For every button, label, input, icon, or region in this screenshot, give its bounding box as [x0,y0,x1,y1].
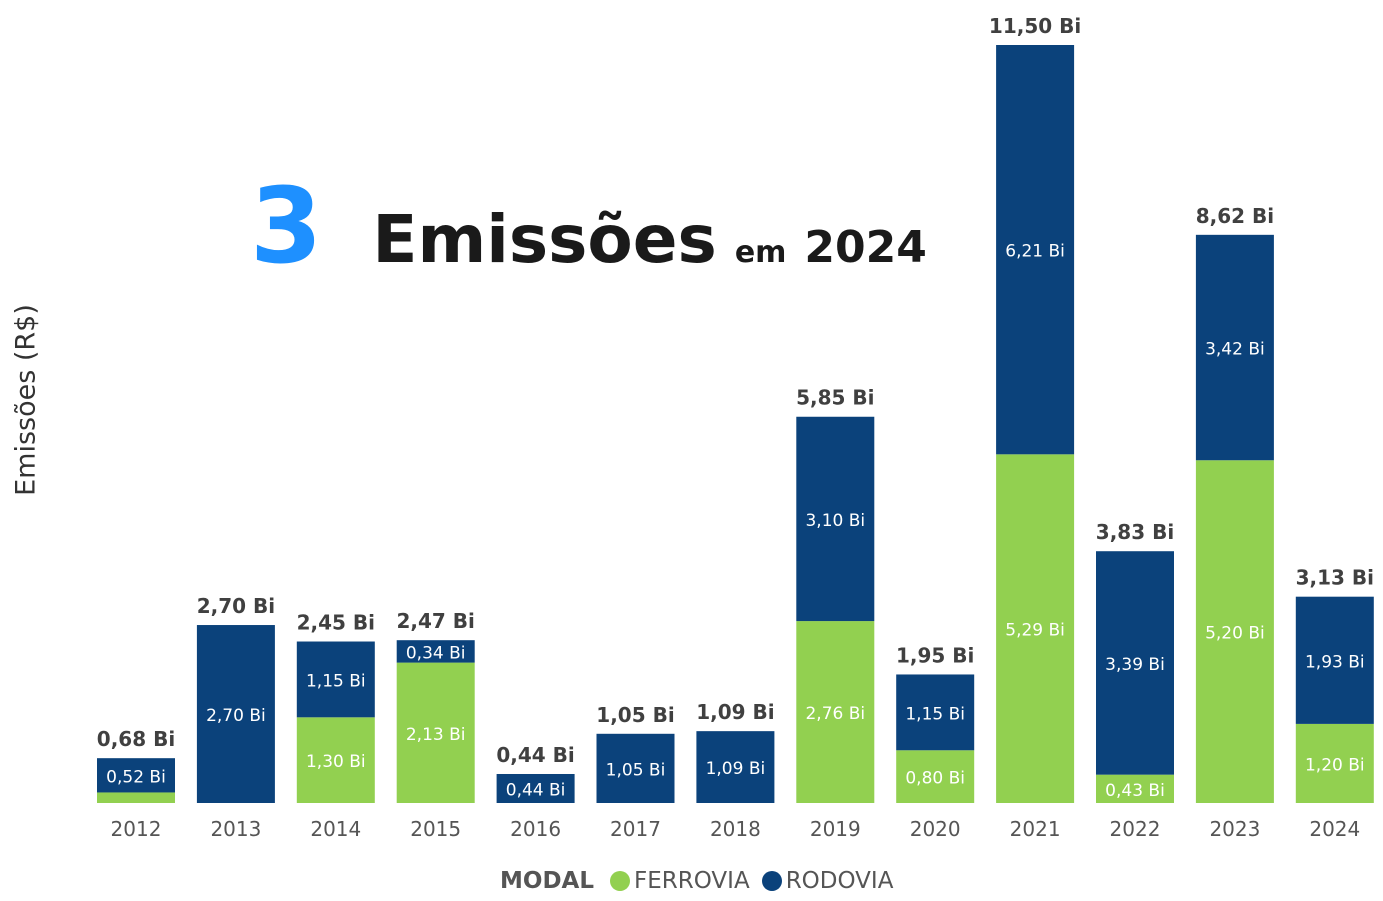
x-tick-label-2022: 2022 [1110,817,1161,841]
data-label-ferrovia-2014: 1,30 Bi [306,752,366,772]
legend: MODAL FERROVIA RODOVIA [500,868,905,894]
bar-segment-rodovia-2022 [1096,551,1174,775]
bar-segment-rodovia-2023 [1195,234,1274,461]
total-label-2018: 1,09 Bi [696,700,774,724]
total-label-2019: 5,85 Bi [796,386,874,410]
data-label-rodovia-2018: 1,09 Bi [706,759,766,779]
total-label-2014: 2,45 Bi [297,611,375,635]
data-label-rodovia-2013: 2,70 Bi [206,706,266,726]
x-tick-label-2014: 2014 [310,817,361,841]
total-label-2023: 8,62 Bi [1196,204,1274,228]
data-label-rodovia-2012: 0,52 Bi [106,767,166,787]
bar-segment-ferrovia-2012 [97,792,175,803]
bar-segment-ferrovia-2019 [796,621,875,803]
bar-segment-rodovia-2017 [596,733,675,803]
legend-title: MODAL [500,868,594,894]
headline-count: 3 [250,165,323,287]
data-label-rodovia-2014: 1,15 Bi [306,671,366,691]
total-label-2016: 0,44 Bi [496,743,574,767]
data-label-rodovia-2016: 0,44 Bi [506,780,566,800]
x-tick-label-2021: 2021 [1010,817,1061,841]
bar-segment-ferrovia-2021 [996,454,1075,803]
x-tick-label-2013: 2013 [210,817,261,841]
bar-segment-ferrovia-2020 [896,750,975,803]
bar-segment-ferrovia-2015 [396,662,475,803]
total-label-2015: 2,47 Bi [396,609,474,633]
total-label-2017: 1,05 Bi [596,703,674,727]
bar-segment-rodovia-2013 [196,625,275,803]
x-tick-label-2023: 2023 [1209,817,1260,841]
data-label-ferrovia-2023: 5,20 Bi [1205,624,1265,644]
bar-segment-rodovia-2020 [896,674,975,751]
bar-segment-rodovia-2019 [796,416,875,622]
data-label-rodovia-2015: 0,34 Bi [406,643,466,663]
x-tick-label-2015: 2015 [410,817,461,841]
bar-segment-rodovia-2012 [97,758,175,793]
total-label-2013: 2,70 Bi [197,594,275,618]
legend-item-rodovia[interactable]: RODOVIA [761,868,894,894]
legend-label-ferrovia: FERROVIA [634,868,750,894]
headline: 3 Emissões em 2024 [250,165,927,295]
data-label-rodovia-2024: 1,93 Bi [1305,652,1365,672]
bar-segment-rodovia-2018 [696,731,775,803]
data-label-rodovia-2021: 6,21 Bi [1005,242,1065,262]
bar-segment-rodovia-2014 [296,641,375,718]
bar-segment-ferrovia-2022 [1096,774,1174,803]
bar-segment-rodovia-2015 [396,640,475,663]
total-label-2024: 3,13 Bi [1296,566,1374,590]
data-label-ferrovia-2019: 2,76 Bi [805,704,865,724]
data-label-rodovia-2019: 3,10 Bi [805,511,865,531]
x-tick-label-2018: 2018 [710,817,761,841]
x-tick-label-2024: 2024 [1309,817,1360,841]
x-tick-label-2019: 2019 [810,817,861,841]
bar-segment-ferrovia-2023 [1195,460,1274,803]
legend-item-ferrovia[interactable]: FERROVIA [610,868,750,894]
data-label-ferrovia-2020: 0,80 Bi [905,769,965,789]
total-label-2022: 3,83 Bi [1096,520,1174,544]
bar-segment-rodovia-2021 [996,45,1075,455]
data-label-rodovia-2017: 1,05 Bi [606,760,666,780]
legend-swatch-rodovia [761,871,782,891]
x-tick-label-2016: 2016 [510,817,561,841]
x-tick-label-2017: 2017 [610,817,661,841]
data-label-rodovia-2020: 1,15 Bi [905,704,965,724]
headline-preposition: em [734,235,787,270]
bar-segment-rodovia-2016 [496,773,575,803]
x-tick-label-2020: 2020 [910,817,961,841]
data-label-ferrovia-2015: 2,13 Bi [406,725,466,745]
data-label-ferrovia-2022: 0,43 Bi [1105,781,1165,801]
x-tick-label-2012: 2012 [111,817,162,841]
legend-swatch-ferrovia [610,871,630,891]
data-label-rodovia-2023: 3,42 Bi [1205,340,1265,360]
bar-segment-ferrovia-2024 [1295,723,1374,803]
legend-label-rodovia: RODOVIA [785,868,894,894]
headline-word: Emissões [372,201,717,278]
headline-year: 2024 [804,222,927,273]
data-label-rodovia-2022: 3,39 Bi [1105,655,1165,675]
total-label-2012: 0,68 Bi [97,727,175,751]
bar-segment-ferrovia-2014 [296,717,375,803]
data-label-ferrovia-2024: 1,20 Bi [1305,755,1365,775]
data-label-ferrovia-2021: 5,29 Bi [1005,621,1065,641]
total-label-2021: 11,50 Bi [989,14,1081,38]
total-label-2020: 1,95 Bi [896,643,974,667]
bar-segment-rodovia-2024 [1295,596,1374,724]
